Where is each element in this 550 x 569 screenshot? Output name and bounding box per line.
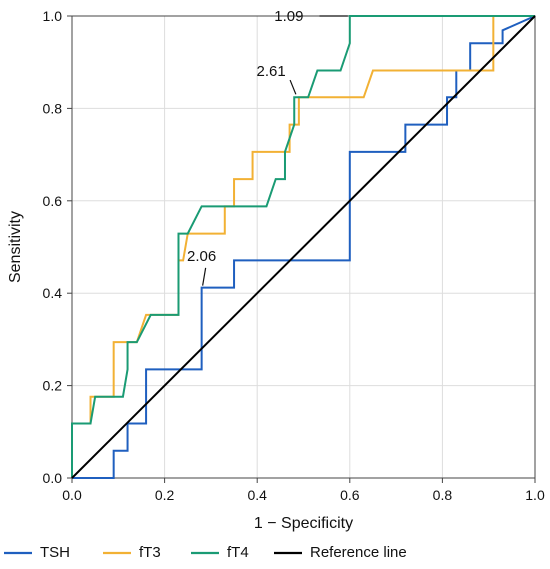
y-tick-label: 0.2 <box>43 378 63 394</box>
legend-item: fT4 <box>191 544 249 561</box>
tick-layer: 0.0 0.2 0.4 0.6 0.8 1.0 0.0 0.2 0.4 0.6 0.8 1.0 <box>43 8 545 503</box>
annotation-layer: 1.09 2.61 2.06 <box>187 8 348 286</box>
x-tick-label: 0.4 <box>247 487 267 503</box>
y-tick-label: 0.8 <box>43 100 63 116</box>
legend-item: fT3 <box>103 544 161 561</box>
x-tick-label: 1.0 <box>525 487 545 503</box>
y-tick-label: 0.6 <box>43 193 63 209</box>
x-tick-label: 0.2 <box>155 487 175 503</box>
series-line-tsh <box>72 15 536 479</box>
x-tick-label: 0.6 <box>340 487 360 503</box>
annotation-label: 2.61 <box>256 63 285 80</box>
series-layer <box>71 15 536 479</box>
plot-border <box>71 15 536 479</box>
y-tick-label: 0.4 <box>43 285 63 301</box>
annotation-label: 2.06 <box>187 248 216 265</box>
legend-item: TSH <box>4 544 70 561</box>
x-tick-label: 0.8 <box>433 487 453 503</box>
plot-frame <box>71 15 536 479</box>
series-line-ft4 <box>71 15 535 478</box>
legend: TSH fT3 fT4 Reference line <box>4 544 407 561</box>
annotation-leader <box>202 267 207 286</box>
legend-label: fT3 <box>139 544 161 561</box>
legend-item: Reference line <box>274 544 407 561</box>
y-tick-label: 1.0 <box>43 8 63 24</box>
x-tick-label: 0.0 <box>62 487 82 503</box>
legend-label: fT4 <box>227 544 249 561</box>
legend-label: Reference line <box>310 544 407 561</box>
annotation-label: 1.09 <box>274 8 303 25</box>
y-axis-title: Sensitivity <box>7 211 24 283</box>
series-line-reference-line <box>71 15 536 479</box>
legend-label: TSH <box>40 544 70 561</box>
x-axis-title: 1 − Specificity <box>254 515 353 532</box>
y-tick-label: 0.0 <box>43 470 63 486</box>
axis-title-layer: 1 − Specificity Sensitivity <box>7 211 353 532</box>
annotation-leader <box>289 79 297 95</box>
